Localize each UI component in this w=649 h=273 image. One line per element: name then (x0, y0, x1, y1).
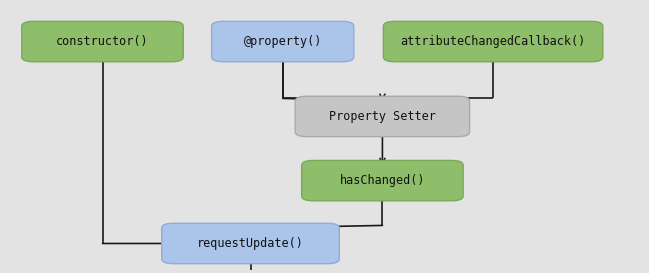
Text: hasChanged(): hasChanged() (339, 174, 425, 187)
Text: requestUpdate(): requestUpdate() (197, 237, 304, 250)
FancyBboxPatch shape (22, 21, 183, 62)
FancyBboxPatch shape (302, 161, 463, 201)
FancyBboxPatch shape (212, 21, 354, 62)
FancyBboxPatch shape (295, 96, 470, 136)
Text: @property(): @property() (243, 35, 322, 48)
Text: Property Setter: Property Setter (329, 110, 436, 123)
FancyBboxPatch shape (384, 21, 603, 62)
Text: constructor(): constructor() (56, 35, 149, 48)
FancyBboxPatch shape (162, 223, 339, 264)
Text: attributeChangedCallback(): attributeChangedCallback() (400, 35, 585, 48)
